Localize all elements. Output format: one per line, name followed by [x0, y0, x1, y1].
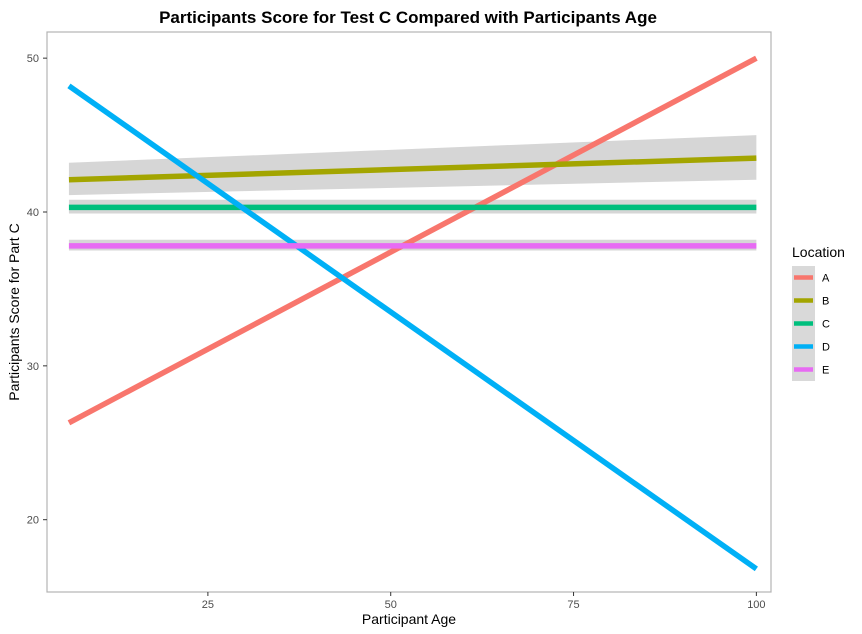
- legend-title: Location: [792, 244, 845, 260]
- x-tick-label: 50: [385, 599, 397, 611]
- y-axis: 20 30 40 50: [27, 53, 47, 527]
- legend-label-a: A: [822, 273, 830, 285]
- y-tick-label: 50: [27, 53, 39, 65]
- y-axis-title: Participants Score for Part C: [6, 223, 22, 400]
- series-line-b: [68, 155, 757, 183]
- series-line-d: [67, 83, 758, 572]
- series-lines: [67, 55, 758, 572]
- x-tick-label: 75: [567, 599, 579, 611]
- y-tick-label: 40: [27, 207, 39, 219]
- plot-panel: [46, 31, 772, 593]
- legend-label-c: C: [822, 319, 830, 331]
- x-axis-title: Participant Age: [362, 611, 456, 627]
- legend-label-d: D: [822, 342, 830, 354]
- legend-label-e: E: [822, 365, 829, 377]
- legend-label-b: B: [822, 296, 829, 308]
- series-line-a: [67, 55, 758, 426]
- x-axis: 25 50 75 100: [202, 592, 766, 611]
- x-tick-label: 25: [202, 599, 214, 611]
- y-tick-label: 20: [27, 515, 39, 527]
- y-tick-label: 30: [27, 361, 39, 373]
- chart-title: Participants Score for Test C Compared w…: [159, 8, 657, 27]
- x-tick-label: 100: [747, 599, 765, 611]
